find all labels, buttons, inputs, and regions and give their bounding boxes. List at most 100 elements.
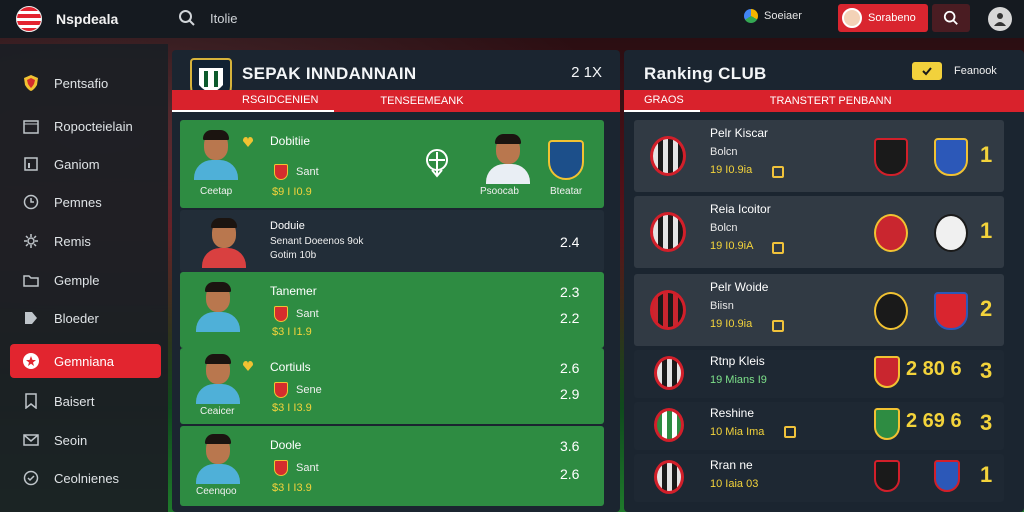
player-row[interactable]: Tanemer Sant $3 I I1.9 2.3 2.2 [180,272,604,348]
opponent-crest-icon [934,460,960,492]
club-row[interactable]: Rran ne 10 Iaia 03 1 [634,454,1004,502]
sidebar-item-1[interactable]: Ropocteielain [10,109,161,143]
person-icon [994,13,1006,26]
sidebar-item-6[interactable]: Bloeder [10,301,161,335]
opponent-crest-icon [874,460,900,492]
ranking-tabbar: GRAOS TRANSTERT PENBANN [624,90,1024,112]
player-caption: Ceaicer [200,406,235,417]
flag-logo-icon[interactable] [16,6,42,32]
user-icon[interactable] [988,7,1012,31]
sidebar-item-label: Baisert [54,393,95,409]
sidebar-item-7[interactable]: Gemniana [10,344,161,378]
club-row[interactable]: Reshine 10 Mia Ima 2 69 6 3 [634,402,1004,450]
sidebar-item-8[interactable]: Baisert [10,384,161,418]
sidebar-item-0[interactable]: Pentsafio [10,66,161,100]
ranking-panel: Ranking CLUB Feanook GRAOS TRANSTERT PEN… [624,50,1024,512]
club-stats: 10 Mia Ima [710,426,765,438]
club-crest-icon [650,136,686,176]
club-score: 1 [980,462,993,487]
search-icon [943,10,958,25]
club-stats: 19 I0.9iA [710,240,754,252]
clock-icon [22,193,40,211]
sidebar: Pentsafio Ropocteielain Ganiom Pemnes Re… [0,44,168,512]
player-row[interactable]: Ceetap Dobitiie Sant $9 I I0.9 Psoocab B… [180,120,604,208]
club-sub: Bolcn [710,222,738,234]
player-name: Doole [270,438,302,452]
calendar-icon [22,117,40,135]
club-row[interactable]: Pelr Kiscar Bolcn 19 I0.9ia 1 [634,120,1004,192]
player-rating-alt: 2.9 [560,386,580,402]
sidebar-item-label: Gemniana [54,353,114,369]
tab-formation[interactable]: TENSEEMEANK [380,95,464,107]
sidebar-item-label: Gemple [54,272,100,288]
club-stats: 19 I0.9ia [710,164,753,176]
search-input[interactable]: Itolie [210,11,238,26]
club-score-b: 2 69 6 [906,410,962,432]
opponent-crest-icon [874,214,908,252]
tag-icon [22,309,40,327]
follow-button[interactable] [912,62,942,80]
player-stats: $9 I I0.9 [272,186,312,198]
lock-icon [772,166,784,178]
sidebar-item-label: Seoin [54,432,88,448]
club-name: Rran ne [710,458,753,472]
player-row[interactable]: Ceaicer Cortiuls Sene $3 I I3.9 2.6 2.9 [180,348,604,424]
opponent-crest-icon [934,214,968,252]
squad-panel: SEPAK INNDANNAIN 2 1X RSGIDCENIEN TENSEE… [172,50,620,512]
club-row[interactable]: Reia Icoitor Bolcn 19 I0.9iA 1 [634,196,1004,268]
club-row[interactable]: Rtnp Kleis 19 Mians I9 2 80 6 3 [634,350,1004,398]
sidebar-item-9[interactable]: Seoin [10,423,161,457]
bookmark-icon [22,392,40,410]
help-icon [22,469,40,487]
player-avatar [194,130,238,180]
opponent-crest-icon [874,138,908,176]
sidebar-item-10[interactable]: Ceolnienes [10,461,161,495]
club-sub: Biisn [710,300,734,312]
player-caption: Ceenqoo [196,486,237,497]
club-badge-icon [274,382,288,398]
lock-icon [772,320,784,332]
club-crest-icon [654,460,684,494]
player-rating-alt: 2.6 [560,466,580,482]
club-score-b: 2 80 6 [906,358,962,380]
player-stats: $3 I I3.9 [272,402,312,414]
player-name: Dobitiie [270,134,311,148]
club-badge-icon [274,306,288,322]
top-search-button[interactable] [932,4,970,32]
club-row[interactable]: Pelr Woide Biisn 19 I0.9ia 2 [634,274,1004,346]
player-name: Cortiuls [270,360,311,374]
sidebar-item-label: Ceolnienes [54,470,120,486]
lock-icon [784,426,796,438]
sidebar-item-label: Ganiom [54,156,100,172]
sidebar-item-2[interactable]: Ganiom [10,147,161,181]
player-caption: Ceetap [200,186,233,197]
search-icon[interactable] [178,9,196,27]
squad-tabbar: RSGIDCENIEN TENSEEMEANK [172,90,620,112]
player-name: Doduie [270,220,305,232]
sidebar-item-4[interactable]: Remis [10,224,161,258]
opponent-crest-icon [874,408,900,440]
status-text: Soeiaer [764,10,802,22]
tab-squad[interactable]: RSGIDCENIEN [172,90,335,112]
club-stats: 19 I0.9ia [710,318,753,330]
player-avatar [202,218,246,268]
status-indicator[interactable]: Soeiaer [744,9,802,23]
player-row[interactable]: Doduie Senant Doeenos 9ok Gotim 10b 2.4 [180,210,604,272]
shield-icon [22,74,40,92]
profile-button[interactable]: Sorabeno [838,4,928,32]
app-title: Nspdeala [56,11,119,27]
star-icon [22,352,40,370]
player-stats: $3 I I3.9 [272,482,312,494]
tab-groups[interactable]: GRAOS [624,90,700,112]
club-sub: Bolcn [710,146,738,158]
player-sub: Sant [296,308,319,320]
sidebar-item-5[interactable]: Gemple [10,263,161,297]
player-caption: Psoocab [480,186,519,197]
status-dot-icon [744,9,758,23]
sidebar-item-3[interactable]: Pemnes [10,185,161,219]
tab-transfers[interactable]: TRANSTERT PENBANN [769,95,892,107]
emblem-icon [426,149,448,178]
player-stats: $3 I I1.9 [272,326,312,338]
player-sub: Sant [296,462,319,474]
player-row[interactable]: Ceenqoo Doole Sant $3 I I3.9 3.6 2.6 [180,426,604,506]
